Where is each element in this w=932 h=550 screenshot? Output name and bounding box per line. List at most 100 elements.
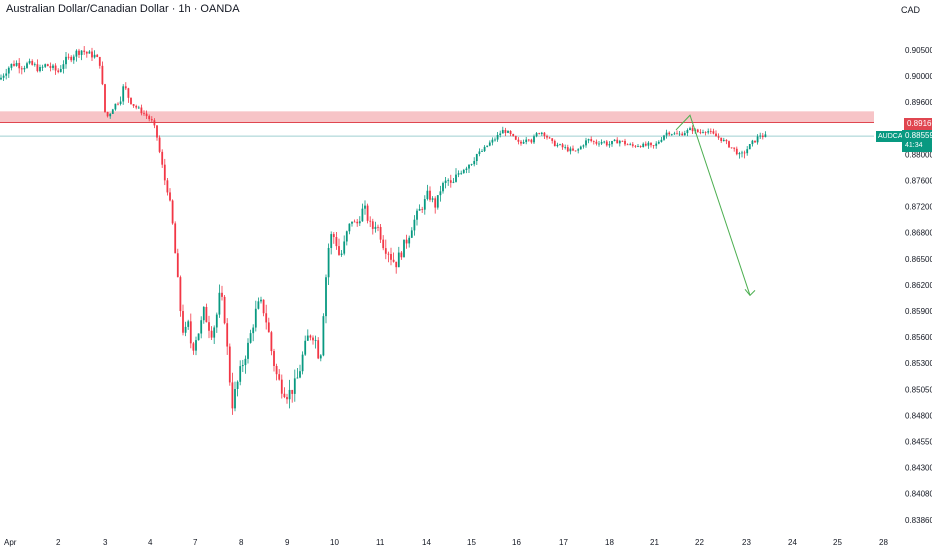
candle-body [184,326,187,333]
candle-body [496,134,499,140]
candle-body [130,97,132,105]
candle-body [741,152,743,154]
candle-body [707,131,710,133]
candle-body [26,63,28,68]
candle-body [59,68,62,72]
candle-body [551,138,554,141]
candle-body [403,239,405,258]
candle-body [387,253,390,255]
candle-body [98,56,101,66]
candle-body [291,389,294,394]
candle-body [759,135,762,137]
candle-body [241,365,244,367]
candle-body [764,134,767,138]
candle-body [371,221,374,229]
candle-body [704,132,707,133]
candle-body [234,388,236,409]
candle-body [637,146,639,147]
candle-body [257,301,260,309]
candle-body [608,144,611,146]
price-tick-label: 0.90500 [905,46,932,55]
last-price-label: 0.88559 41:34 [902,130,932,153]
time-tick-label: 24 [788,538,797,547]
candle-body [397,252,400,268]
candle-body [286,397,288,400]
candle-body [179,277,182,312]
price-tick-label: 0.89600 [905,98,932,107]
candles [0,46,767,415]
candle-body [611,141,613,145]
candle-body [93,54,96,58]
time-tick-label: 21 [650,538,659,547]
candle-body [171,200,174,224]
candle-body [80,50,83,55]
candle-body [327,247,330,278]
candle-body [715,133,717,137]
candle-body [132,104,135,106]
candle-body [423,199,426,210]
candle-body [439,191,442,196]
candle-body [364,205,366,209]
time-tick-label: 15 [467,538,476,547]
candle-body [109,113,112,117]
candle-body [275,365,278,375]
candle-body [267,322,270,333]
candle-body [748,144,751,150]
candle-body [5,73,8,76]
candle-body [696,129,699,133]
price-tick-label: 0.90000 [905,72,932,81]
candle-body [260,299,262,302]
candle-body [470,164,473,166]
candle-body [686,130,689,134]
candle-body [546,135,548,138]
candle-body [613,139,616,142]
candle-body [598,143,600,145]
candle-body [548,137,551,139]
candle-body [629,144,632,146]
price-tick-label: 0.86500 [905,255,932,264]
price-tick-label: 0.85300 [905,359,932,368]
candle-body [689,128,691,131]
candle-body [166,180,169,193]
candle-body [226,323,229,347]
candle-body [421,209,424,210]
time-tick-label: 3 [103,538,108,547]
candle-body [434,198,437,208]
candle-body [101,65,104,85]
candle-body [200,320,203,334]
candle-body [351,221,353,224]
candle-body [626,144,629,146]
candle-body [520,141,522,144]
candle-body [145,113,148,117]
candle-body [13,63,15,66]
price-tick-label: 0.84080 [905,490,932,499]
candle-body [195,340,197,351]
candle-body [592,141,595,142]
time-axis[interactable]: Apr 2 3 4 7 8 9 10 11 14 15 16 17 18 21 22 23 24 25 28 [4,538,888,547]
candle-body [657,141,660,144]
candle-body [44,64,47,67]
candle-body [262,299,265,314]
candle-body [413,219,416,231]
candle-body [156,125,158,138]
candle-body [314,340,317,341]
candle-body [431,198,434,200]
time-tick-label: 9 [285,538,290,547]
candle-body [499,133,502,135]
candle-body [582,145,585,147]
time-tick-label: 4 [148,538,153,547]
candle-body [192,343,195,351]
candle-body [148,116,151,120]
candle-body [202,306,205,321]
candle-body [501,129,504,134]
candle-body [535,133,538,137]
candle-body [509,130,512,135]
candle-body [306,335,309,341]
candle-body [709,131,712,132]
price-tick-label: 0.87200 [905,203,932,212]
candle-body [325,277,327,317]
candle-body [39,67,41,72]
candle-body [163,164,166,181]
time-tick-label: 22 [695,538,704,547]
